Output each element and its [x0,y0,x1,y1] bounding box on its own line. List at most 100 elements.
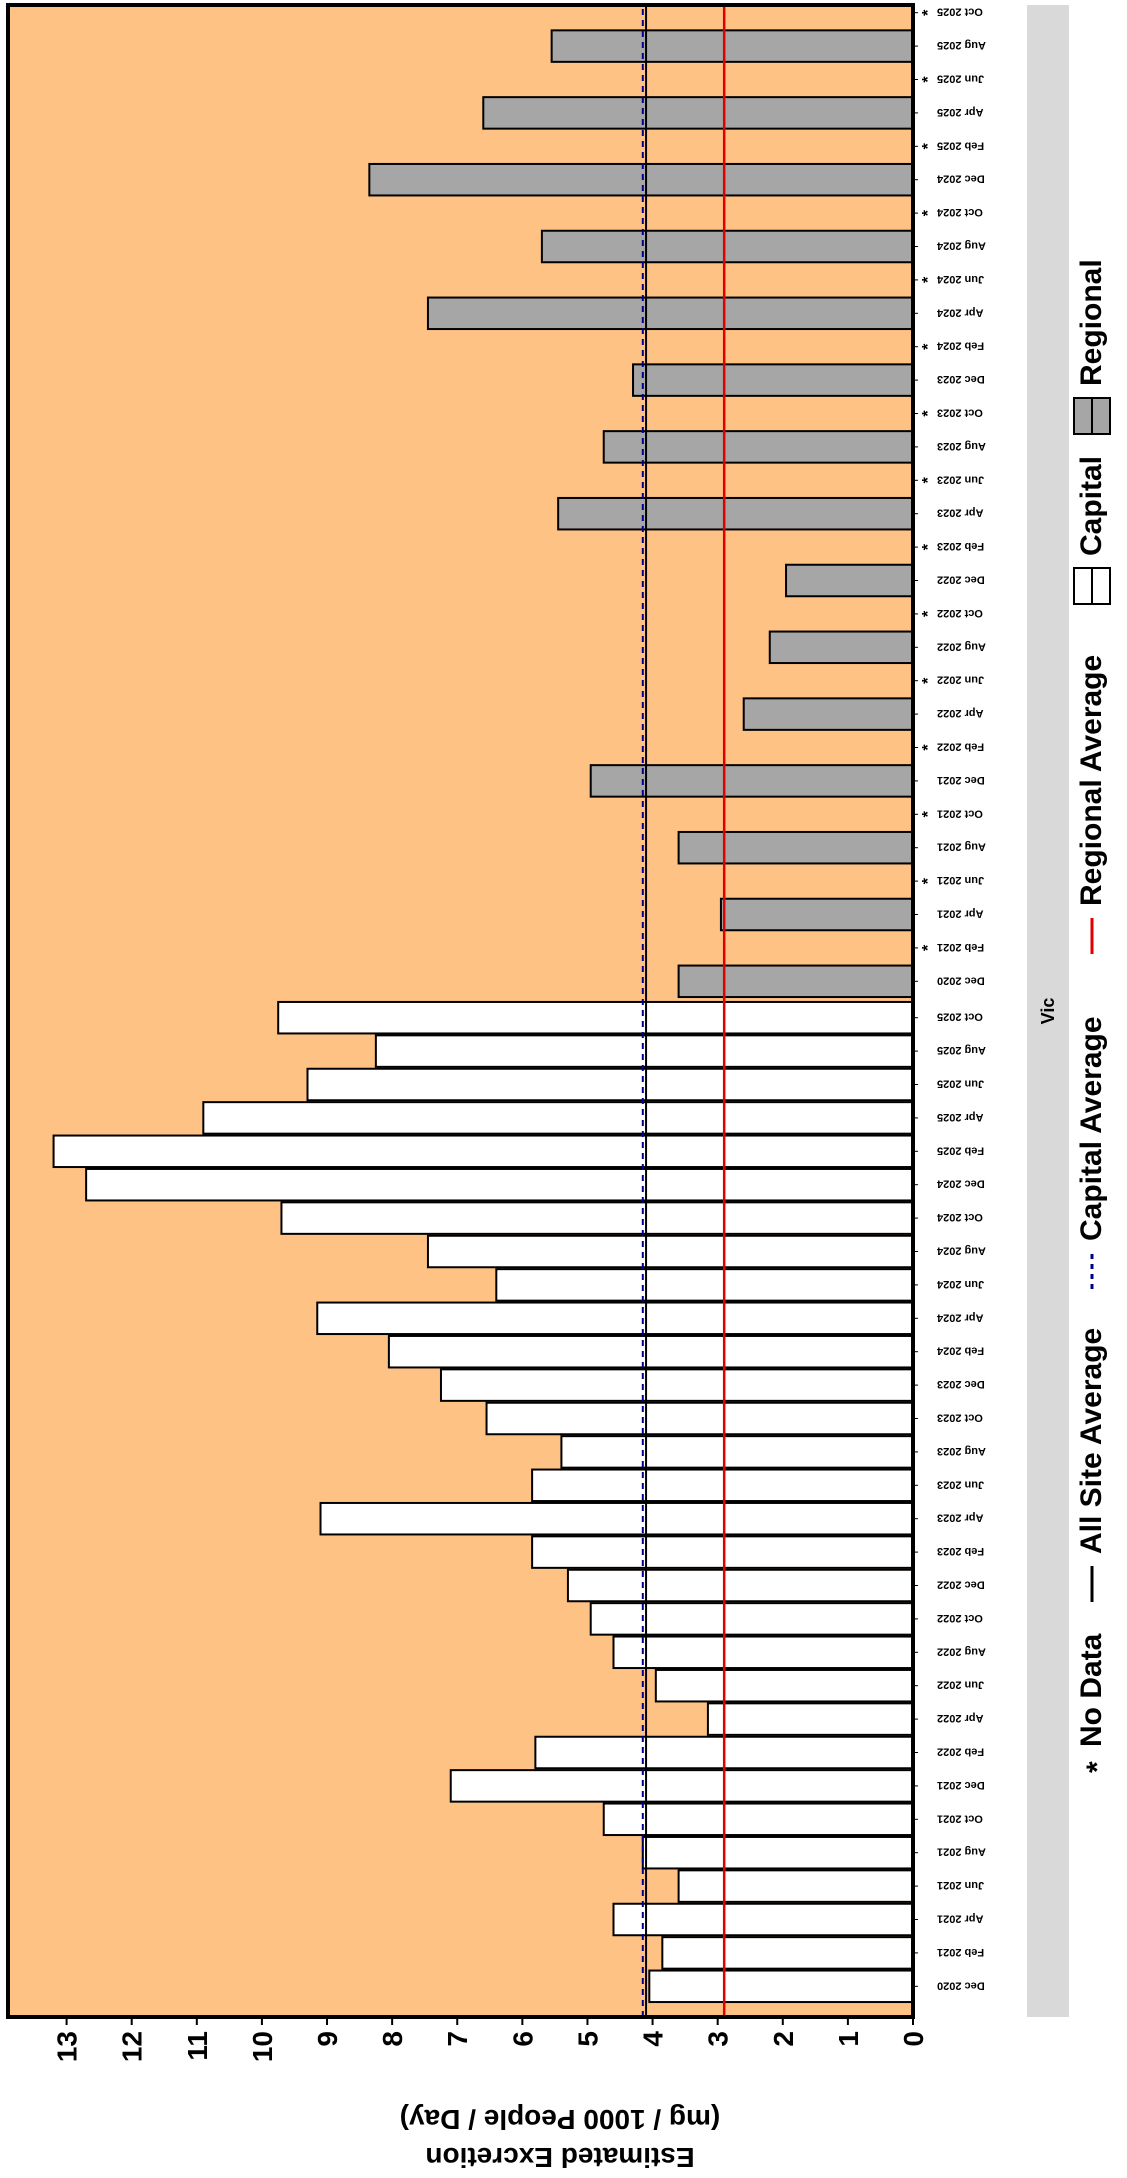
capital-bars [52,1000,915,2004]
capital-bar [439,1368,914,1402]
y-tick-label: 6 [507,2031,538,2047]
regional-bar [589,764,914,798]
no-data-marker: * [920,677,937,684]
x-tick-label: Jun 2025 [937,1078,984,1090]
x-tick-label: Oct 2023 [937,407,983,419]
y-tick-label: 8 [377,2031,408,2047]
no-data-marker: * [920,9,937,16]
no-data-marker: * [920,610,937,617]
no-data-marker: * [920,76,937,83]
x-tick-label: Oct 2023 [937,1412,983,1424]
regional-bar [768,630,914,665]
x-tick-label: Jun 2021 [937,1879,984,1891]
regional-bar [602,430,915,464]
capital-bar [566,1568,914,1603]
capital-bar [602,1802,915,1837]
regional-bar [677,830,914,865]
no-data-marker: * [920,877,937,884]
capital-bar [495,1268,914,1302]
x-tick-label: Feb 2025 [937,1144,984,1156]
y-tick-label: 4 [638,2031,669,2047]
no-data-marker: * [920,944,937,951]
x-tick-label: Aug 2025 [937,1044,986,1056]
x-tick-label: Oct 2021 [937,1812,983,1824]
capital-bar [319,1501,914,1536]
capital-bar [589,1602,914,1636]
x-tick-label: Aug 2025 [937,39,986,51]
y-axis-subtitle: (mg / 1000 People / Day) [400,2104,721,2135]
x-tick-label: Apr 2025 [937,106,983,118]
capital-bar [277,1000,915,1035]
no-data-marker: * [920,142,937,149]
x-tick-label: Oct 2024 [936,206,983,218]
x-tick-label: Apr 2021 [937,1913,983,1925]
x-tick-label: Feb 2024 [936,340,984,352]
regional-bar [719,897,914,932]
legend-regional-average-label: Regional Average [1075,655,1108,906]
y-tick-label: 7 [442,2031,473,2047]
x-tick-label: Apr 2023 [937,507,983,519]
capital-bar [316,1301,915,1336]
no-data-marker: * [920,476,937,483]
x-tick-label: Feb 2023 [937,1545,984,1557]
no-data-marker: * [920,810,937,817]
y-tick-label: 11 [182,2031,213,2061]
x-tick-label: Jun 2024 [936,273,984,285]
x-tick-label: Jun 2024 [936,1278,984,1290]
x-tick-label: Oct 2025 [937,1011,983,1023]
no-data-markers: * * * * * * * * * * * * * * * [920,9,937,951]
regional-bar [557,496,914,531]
x-tick-label: Apr 2023 [937,1512,983,1524]
no-data-marker: * [920,744,937,751]
x-tick-label: Apr 2021 [937,908,983,920]
plot-border [6,3,915,2019]
regional-bar [632,363,914,397]
x-tick-label: Feb 2023 [937,540,984,552]
legend-capital-label: Capital [1075,456,1108,556]
x-tick-label: Feb 2022 [937,741,984,753]
capital-bar [306,1067,914,1102]
x-tick-label: Aug 2024 [936,1245,986,1257]
regional-bar [482,96,914,130]
regional-bar [742,697,914,731]
x-tick-label: Aug 2021 [937,1846,986,1858]
x-tick-label: Oct 2021 [937,807,983,819]
no-data-marker: * [920,543,937,550]
x-tick-label: Dec 2022 [937,574,985,586]
x-tick-label: Apr 2022 [937,707,983,719]
x-tick-label: Aug 2022 [937,640,986,652]
x-tick-label: Dec 2024 [936,1178,985,1190]
legend: * No Data All Site Average Capital Avera… [1073,259,1114,1773]
x-tick-label: Feb 2022 [937,1746,984,1758]
x-tick-label: Oct 2025 [937,6,983,18]
x-tick-label: Dec 2021 [937,774,985,786]
capital-bar [661,1936,914,1970]
regional-bar [785,563,914,598]
facet-strip [1027,5,1069,2017]
x-tick-label: Dec 2020 [937,1979,985,1991]
capital-bar [677,1869,914,1903]
y-axis-title: Estimated Excretion [425,2142,694,2173]
capital-bar [612,1902,914,1937]
x-tick-label: Jun 2023 [937,1478,984,1490]
x-tick-label: Jun 2022 [937,1679,984,1691]
x-tick-label: Dec 2021 [937,1779,985,1791]
capital-bar [280,1201,914,1235]
x-tick-label: Dec 2020 [937,974,985,986]
y-tick-label: 2 [768,2031,799,2047]
no-data-marker: * [920,209,937,216]
x-axis-labels: Dec 2020 Feb 2021 Apr 2021 Jun 2021 Aug 2021… [913,6,986,1991]
regional-bar [550,29,914,63]
capital-bar [531,1535,914,1569]
legend-capital-average-label: Capital Average [1075,1016,1108,1241]
y-tick-label: 12 [117,2031,148,2062]
x-tick-label: Jun 2022 [937,674,984,686]
y-tick-label: 0 [898,2031,929,2047]
regional-bars [368,29,915,999]
capital-bar [641,1835,915,1870]
capital-bar [52,1134,914,1169]
x-tick-label: Oct 2024 [936,1211,983,1223]
facet-strip-label: Vic [1038,998,1058,1025]
no-data-marker: * [920,276,937,283]
